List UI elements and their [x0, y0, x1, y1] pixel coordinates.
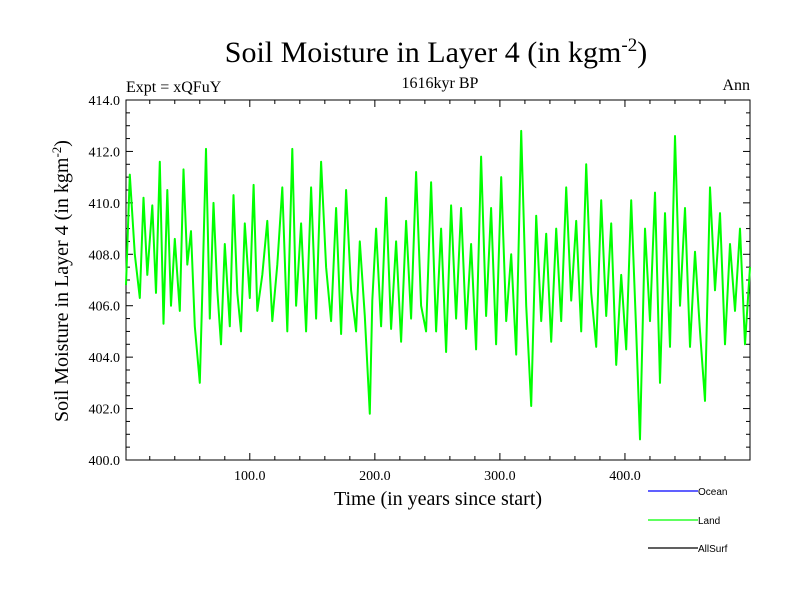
- x-tick-label: 200.0: [359, 469, 391, 484]
- legend-label-ocean: Ocean: [698, 487, 727, 498]
- x-tick-label: 400.0: [609, 469, 641, 484]
- y-tick-label: 410.0: [89, 197, 121, 212]
- legend-label-allsurf: AllSurf: [698, 544, 728, 555]
- x-tick-label: 300.0: [484, 469, 516, 484]
- series-layer: [125, 129, 751, 441]
- x-axis: 100.0 200.0 300.0 400.0: [149, 100, 726, 484]
- season-label: Ann: [722, 77, 750, 94]
- y-tick-label: 400.0: [89, 454, 121, 469]
- y-tick-label: 402.0: [89, 403, 121, 418]
- experiment-label: Expt = xQFuY: [126, 79, 222, 96]
- y-axis: 400.0 402.0 404.0 406.0 408.0 410.0 412.0 414.0: [89, 94, 750, 469]
- series-line-land: [125, 129, 751, 441]
- x-axis-label: Time (in years since start): [334, 488, 542, 510]
- y-tick-label: 414.0: [89, 94, 121, 109]
- x-tick-label: 100.0: [234, 469, 266, 484]
- legend-label-land: Land: [698, 516, 720, 527]
- y-tick-label: 408.0: [89, 248, 121, 263]
- y-tick-label: 404.0: [89, 351, 121, 366]
- y-tick-label: 406.0: [89, 300, 121, 315]
- y-tick-label: 412.0: [89, 145, 121, 160]
- legend: Ocean Land AllSurf: [648, 487, 728, 555]
- y-axis-label: Soil Moisture in Layer 4 (in kgm-2): [49, 140, 73, 422]
- period-label: 1616kyr BP: [402, 75, 479, 92]
- chart-title: Soil Moisture in Layer 4 (in kgm-2): [225, 35, 647, 69]
